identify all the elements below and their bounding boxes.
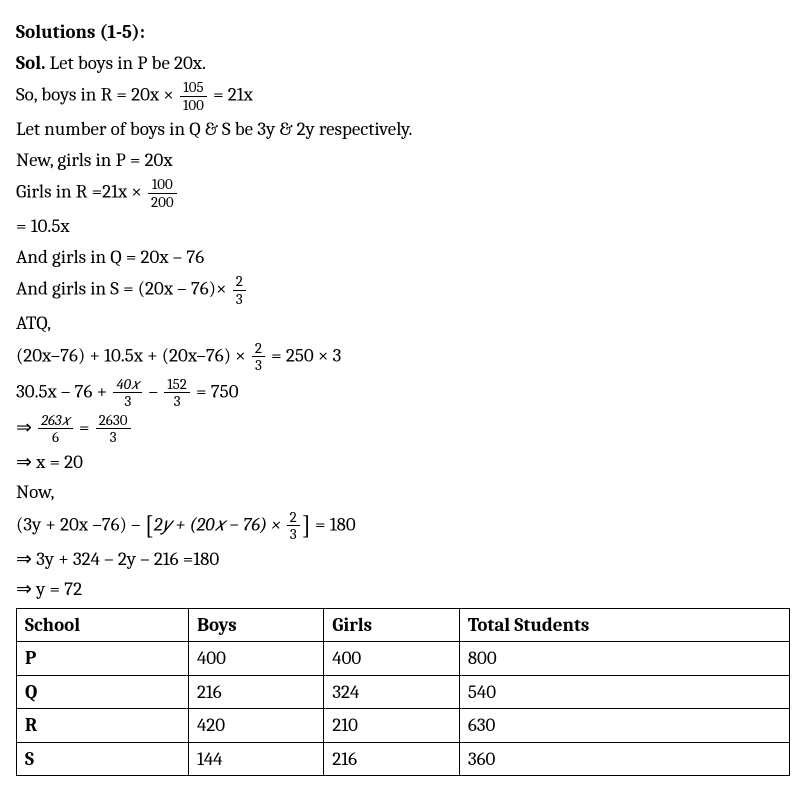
cell-school: P xyxy=(17,642,189,676)
line-10: (20x–76) + 10.5x + (20x–76) × 23 = 250 ×… xyxy=(16,340,790,374)
header-boys: Boys xyxy=(188,608,323,642)
line-3: Let number of boys in Q & S be 3y & 2y r… xyxy=(16,115,790,144)
denominator: 6 xyxy=(38,429,73,446)
denominator: 3 xyxy=(164,393,190,410)
text: (20x–76) + 10.5x + (20x–76) × xyxy=(16,344,250,366)
numerator: 2 xyxy=(233,273,246,291)
text: Let boys in P be 20x. xyxy=(45,52,205,74)
cell-boys: 144 xyxy=(188,742,323,776)
sol-label: Sol. xyxy=(16,52,45,74)
text: = 21x xyxy=(209,83,253,105)
numerator: 105 xyxy=(180,79,207,97)
fraction: 26303 xyxy=(96,412,131,446)
line-4: New, girls in P = 20x xyxy=(16,146,790,175)
cell-girls: 210 xyxy=(324,709,460,743)
cell-total: 360 xyxy=(459,742,789,776)
line-14: Now, xyxy=(16,478,790,507)
text: ⇒ xyxy=(16,416,36,438)
denominator: 3 xyxy=(287,526,300,543)
denominator: 3 xyxy=(96,429,131,446)
text: (3y + 20x –76) – xyxy=(16,513,145,535)
denominator: 200 xyxy=(148,194,177,211)
table-row: R 420 210 630 xyxy=(17,709,790,743)
numerator: 2 xyxy=(287,509,300,527)
numerator: 152 xyxy=(164,376,190,394)
line-9: ATQ, xyxy=(16,309,790,338)
denominator: 100 xyxy=(180,97,207,114)
results-table: School Boys Girls Total Students P 400 4… xyxy=(16,608,790,777)
cell-girls: 400 xyxy=(324,642,460,676)
text: And girls in S = (20x – 76)× xyxy=(16,277,231,299)
fraction: 40𝑥3 xyxy=(113,376,142,410)
numerator: 40𝑥 xyxy=(113,376,142,394)
cell-school: Q xyxy=(17,675,189,709)
text: = 750 xyxy=(192,380,239,402)
line-5: Girls in R =21x × 100200 xyxy=(16,176,790,210)
cell-total: 800 xyxy=(459,642,789,676)
denominator: 3 xyxy=(252,357,265,374)
numerator: 100 xyxy=(148,176,177,194)
table-row: P 400 400 800 xyxy=(17,642,790,676)
cell-boys: 400 xyxy=(188,642,323,676)
text: So, boys in R = 20x × xyxy=(16,83,178,105)
fraction: 105100 xyxy=(180,79,207,113)
header-girls: Girls xyxy=(324,608,460,642)
fraction: 23 xyxy=(233,273,246,307)
fraction: 100200 xyxy=(148,176,177,210)
line-11: 30.5x – 76 + 40𝑥3 – 1523 = 750 xyxy=(16,376,790,410)
numerator: 2 xyxy=(252,340,265,358)
heading: Solutions (1-5): xyxy=(16,18,790,47)
text: = 180 xyxy=(311,513,356,535)
line-8: And girls in S = (20x – 76)× 23 xyxy=(16,273,790,307)
line-6: = 10.5x xyxy=(16,212,790,241)
text: = 250 × 3 xyxy=(267,344,341,366)
line-1: Sol. Let boys in P be 20x. xyxy=(16,49,790,78)
cell-boys: 216 xyxy=(188,675,323,709)
cell-school: S xyxy=(17,742,189,776)
cell-total: 540 xyxy=(459,675,789,709)
cell-school: R xyxy=(17,709,189,743)
header-total: Total Students xyxy=(459,608,789,642)
text: – xyxy=(144,380,162,402)
text: 30.5x – 76 + xyxy=(16,380,111,402)
table-row: S 144 216 360 xyxy=(17,742,790,776)
line-16: ⇒ 3y + 324 – 2y – 216 =180 xyxy=(16,545,790,574)
numerator: 2630 xyxy=(96,412,131,430)
bracket-open: [ xyxy=(145,511,154,541)
line-12: ⇒ 263𝑥6 = 26303 xyxy=(16,412,790,446)
text: = xyxy=(75,416,94,438)
cell-girls: 216 xyxy=(324,742,460,776)
text: 2𝑦 + (20𝑥 − 76) × xyxy=(154,513,285,535)
fraction: 1523 xyxy=(164,376,190,410)
header-school: School xyxy=(17,608,189,642)
cell-total: 630 xyxy=(459,709,789,743)
denominator: 3 xyxy=(113,393,142,410)
line-13: ⇒ x = 20 xyxy=(16,448,790,477)
table-header-row: School Boys Girls Total Students xyxy=(17,608,790,642)
line-2: So, boys in R = 20x × 105100 = 21x xyxy=(16,79,790,113)
line-17: ⇒ y = 72 xyxy=(16,575,790,604)
fraction: 263𝑥6 xyxy=(38,412,73,446)
fraction: 23 xyxy=(252,340,265,374)
line-15: (3y + 20x –76) – [2𝑦 + (20𝑥 − 76) × 23] … xyxy=(16,509,790,543)
table-row: Q 216 324 540 xyxy=(17,675,790,709)
bracket-close: ] xyxy=(302,511,311,541)
cell-boys: 420 xyxy=(188,709,323,743)
text: Girls in R =21x × xyxy=(16,180,146,202)
cell-girls: 324 xyxy=(324,675,460,709)
denominator: 3 xyxy=(233,291,246,308)
numerator: 263𝑥 xyxy=(38,412,73,430)
fraction: 23 xyxy=(287,509,300,543)
line-7: And girls in Q = 20x – 76 xyxy=(16,243,790,272)
